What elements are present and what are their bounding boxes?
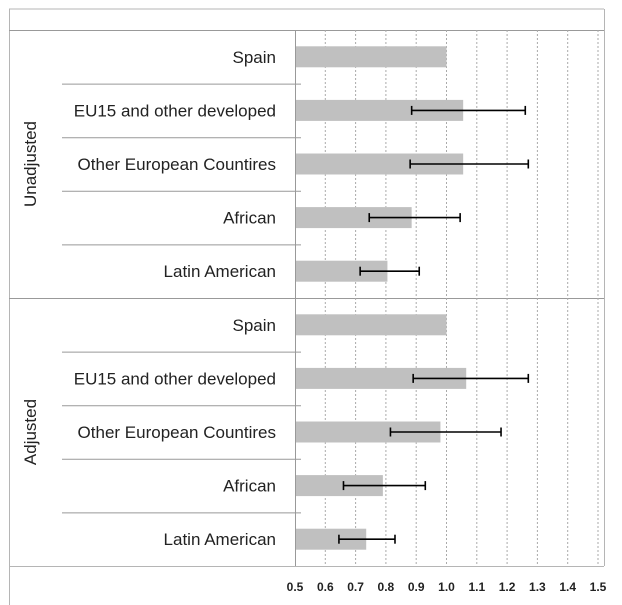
group-label: Adjusted <box>21 399 40 465</box>
x-tick-label: 0.8 <box>378 580 395 594</box>
group-labels: Unadjusted Adjusted <box>21 121 40 465</box>
chart-frame <box>9 8 605 605</box>
category-label: EU15 and other developed <box>74 369 276 388</box>
bar <box>296 207 412 229</box>
group-label: Unadjusted <box>21 121 40 207</box>
bar <box>296 367 467 389</box>
x-tick-label: 1.5 <box>590 580 607 594</box>
bar <box>296 421 441 443</box>
category-label: Latin American <box>164 530 276 549</box>
bar <box>296 475 383 497</box>
bar <box>296 260 388 282</box>
x-tick-label: 0.5 <box>287 580 304 594</box>
x-tick-label: 0.6 <box>317 580 334 594</box>
x-tick-label: 1.2 <box>499 580 516 594</box>
x-tick-label: 0.7 <box>347 580 364 594</box>
category-label: Spain <box>233 316 276 335</box>
bar <box>296 99 464 121</box>
category-label: EU15 and other developed <box>74 101 276 120</box>
x-tick-label: 1.4 <box>559 580 576 594</box>
category-label: African <box>223 209 276 228</box>
category-label: Other European Countires <box>78 423 276 442</box>
error-bars <box>338 105 530 544</box>
category-label: African <box>223 477 276 496</box>
x-tick-label: 1.0 <box>438 580 455 594</box>
x-tick-label: 1.3 <box>529 580 546 594</box>
bar <box>296 528 367 550</box>
bar <box>296 46 447 68</box>
category-label: Spain <box>233 48 276 67</box>
x-tick-label: 1.1 <box>468 580 485 594</box>
category-label: Other European Countires <box>78 155 276 174</box>
bar <box>296 314 447 336</box>
bar <box>296 153 464 175</box>
x-axis-ticks: 0.5 0.6 0.7 0.8 0.9 1.0 1.1 1.2 1.3 1.4 1.5 <box>287 580 607 594</box>
x-tick-label: 0.9 <box>408 580 425 594</box>
category-labels: Spain EU15 and other developed Other Europ… <box>74 48 276 549</box>
category-label: Latin American <box>164 262 276 281</box>
bars <box>296 46 467 550</box>
